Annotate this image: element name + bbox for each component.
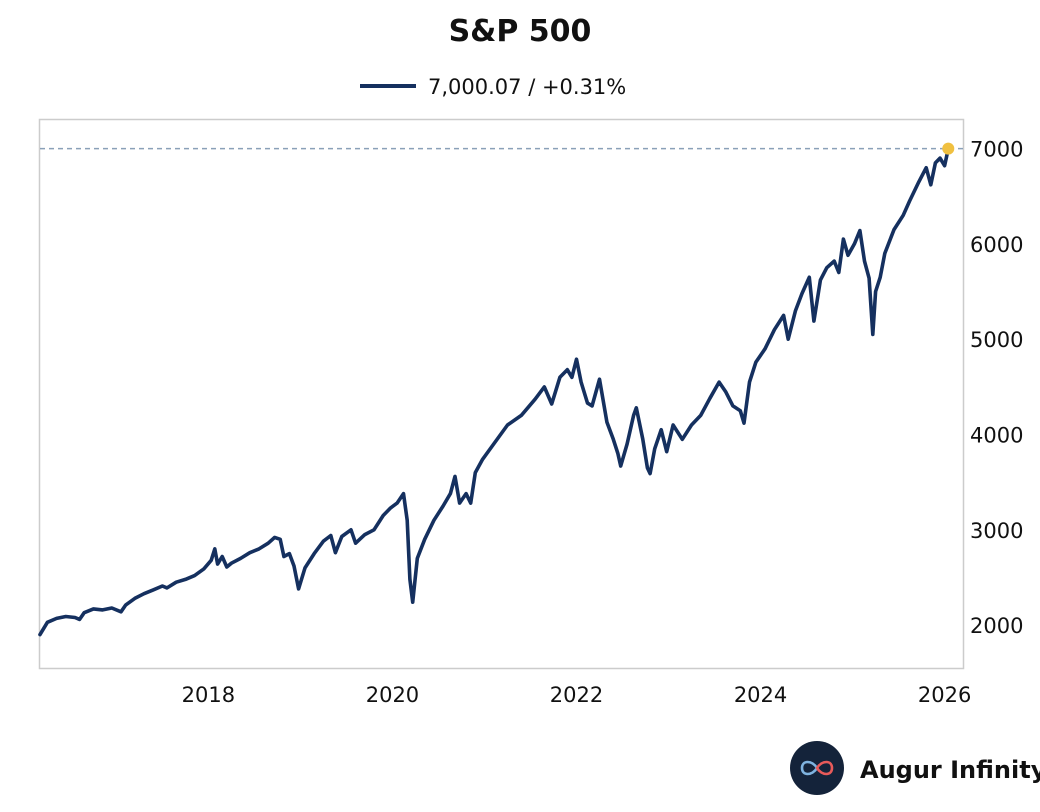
chart-legend: 7,000.07 / +0.31% bbox=[360, 75, 626, 99]
y-tick-label: 2000 bbox=[970, 614, 1023, 638]
brand: Augur Infinity bbox=[790, 741, 1040, 795]
legend-label: 7,000.07 / +0.31% bbox=[428, 75, 626, 99]
y-tick-label: 7000 bbox=[970, 138, 1023, 162]
y-tick-label: 5000 bbox=[970, 328, 1023, 352]
y-axis: 2000 3000 4000 5000 6000 7000 bbox=[970, 138, 1023, 639]
chart-title: S&P 500 bbox=[449, 14, 592, 49]
last-point-marker bbox=[942, 142, 955, 155]
brand-name: Augur Infinity bbox=[860, 756, 1040, 784]
x-tick-label: 2020 bbox=[366, 683, 419, 707]
y-tick-label: 4000 bbox=[970, 424, 1023, 448]
series-line-0 bbox=[38, 146, 951, 637]
x-tick-label: 2024 bbox=[734, 683, 787, 707]
x-axis: 2018 2020 2022 2024 2026 bbox=[182, 683, 972, 707]
infinity-icon bbox=[800, 760, 834, 776]
y-tick-label: 6000 bbox=[970, 233, 1023, 257]
x-tick-label: 2022 bbox=[550, 683, 603, 707]
x-tick-label: 2026 bbox=[918, 683, 971, 707]
y-tick-label: 3000 bbox=[970, 519, 1023, 543]
plot-frame bbox=[38, 118, 965, 670]
x-tick-label: 2018 bbox=[182, 683, 235, 707]
series-layer bbox=[38, 142, 955, 637]
